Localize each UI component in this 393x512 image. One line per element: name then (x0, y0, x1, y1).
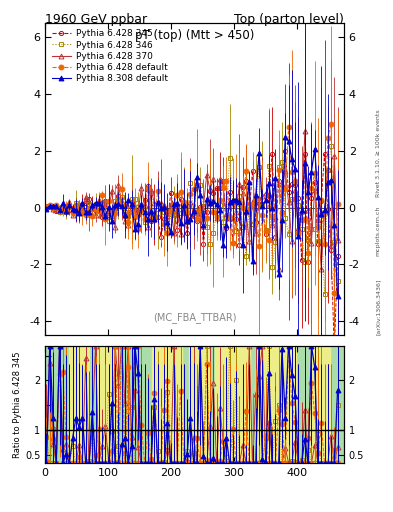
Text: (MC_FBA_TTBAR): (MC_FBA_TTBAR) (153, 312, 236, 323)
Bar (215, 346, 221, 463)
Legend: Pythia 6.428 345, Pythia 6.428 346, Pythia 6.428 370, Pythia 6.428 default, Pyth: Pythia 6.428 345, Pythia 6.428 346, Pyth… (50, 28, 170, 85)
Text: [arXiv:1306.3436]: [arXiv:1306.3436] (376, 279, 380, 335)
Bar (284, 346, 296, 463)
Text: pT (top) (Mtt > 450): pT (top) (Mtt > 450) (135, 29, 254, 42)
Bar (310, 346, 330, 463)
Bar (69, 346, 89, 463)
Text: Rivet 3.1.10, ≥ 100k events: Rivet 3.1.10, ≥ 100k events (376, 110, 380, 198)
Bar (221, 346, 234, 463)
Bar (163, 346, 182, 463)
Text: 1960 GeV ppbar: 1960 GeV ppbar (45, 13, 147, 26)
Bar (255, 346, 266, 463)
Text: Top (parton level): Top (parton level) (234, 13, 344, 26)
Y-axis label: Ratio to Pythia 6.428 345: Ratio to Pythia 6.428 345 (13, 351, 22, 458)
Bar (96, 346, 107, 463)
Bar (266, 346, 284, 463)
Bar (189, 346, 203, 463)
Bar (203, 346, 209, 463)
Bar (152, 346, 163, 463)
Bar (234, 346, 250, 463)
Text: mcplots.cern.ch: mcplots.cern.ch (376, 205, 380, 255)
Bar (107, 346, 117, 463)
